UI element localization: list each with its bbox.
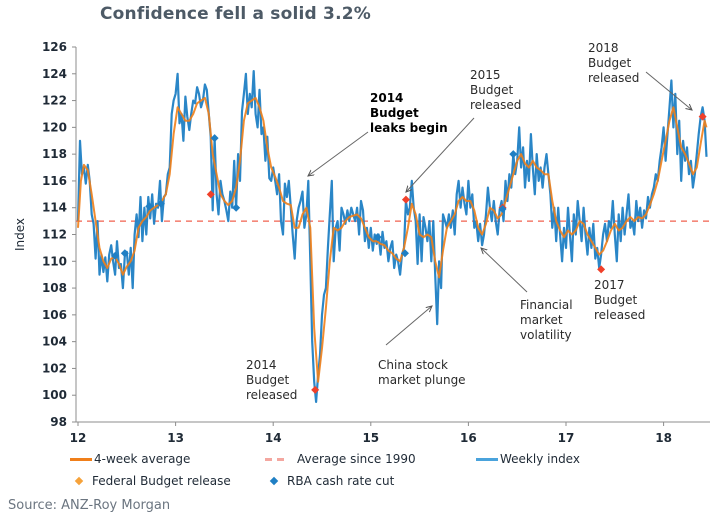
y-tick-label: 98 bbox=[50, 415, 67, 429]
annotation-text: 2018 bbox=[588, 41, 619, 55]
y-tick-label: 110 bbox=[42, 254, 67, 268]
annotation-text: released bbox=[470, 98, 521, 112]
annotation-text: Financial bbox=[520, 298, 573, 312]
y-tick-label: 120 bbox=[42, 120, 67, 134]
legend-item-average-since-1990: Average since 1990 bbox=[265, 452, 416, 466]
annotation-text: market plunge bbox=[378, 373, 466, 387]
legend-label: Average since 1990 bbox=[297, 452, 416, 466]
y-tick-label: 116 bbox=[42, 174, 67, 188]
annotation-text: China stock bbox=[378, 358, 448, 372]
x-tick-label: 12 bbox=[70, 431, 87, 445]
marker-rba-cash-rate-cut bbox=[509, 150, 518, 159]
annotation-text: released bbox=[594, 308, 645, 322]
y-tick-label: 100 bbox=[42, 388, 67, 402]
y-tick-label: 126 bbox=[42, 40, 67, 54]
marker-federal-budget-release bbox=[698, 112, 707, 121]
series-group bbox=[76, 69, 708, 403]
annotation-text: market bbox=[520, 313, 563, 327]
legend-label: Federal Budget release bbox=[92, 474, 231, 488]
chart-title: Confidence fell a solid 3.2% bbox=[100, 4, 371, 24]
y-tick-label: 124 bbox=[42, 67, 67, 81]
annotation-text: Budget bbox=[370, 106, 419, 120]
annotation-text: Budget bbox=[470, 83, 513, 97]
marker-federal-budget-release bbox=[597, 265, 606, 274]
annotation-text: 2014 bbox=[246, 358, 277, 372]
annotation-text: released bbox=[246, 388, 297, 402]
x-tick-label: 18 bbox=[655, 431, 672, 445]
legend-item-weekly-index: Weekly index bbox=[476, 452, 580, 466]
annotation-text: Budget bbox=[594, 293, 637, 307]
x-tick-label: 15 bbox=[362, 431, 379, 445]
x-tick-label: 14 bbox=[265, 431, 282, 445]
annotation-arrow bbox=[406, 117, 475, 192]
marker-rba-cash-rate-cut bbox=[145, 202, 154, 211]
legend-item-federal-budget-release: Federal Budget release bbox=[70, 474, 231, 488]
source-note: Source: ANZ-Roy Morgan bbox=[8, 498, 171, 513]
y-tick-label: 106 bbox=[42, 308, 67, 322]
y-axis-title: Index bbox=[13, 218, 27, 251]
marker-rba-cash-rate-cut bbox=[400, 249, 409, 258]
y-tick-label: 102 bbox=[42, 361, 67, 375]
marker-federal-budget-release bbox=[206, 190, 215, 199]
annotation-text: released bbox=[588, 71, 639, 85]
legend-item-rba-cash-rate-cut: RBA cash rate cut bbox=[265, 474, 394, 488]
annotation-arrow bbox=[385, 306, 432, 346]
legend-label: Weekly index bbox=[500, 452, 580, 466]
diamond-icon bbox=[269, 476, 279, 486]
annotation-arrow bbox=[308, 131, 369, 176]
y-tick-label: 122 bbox=[42, 94, 67, 108]
y-tick-label: 104 bbox=[42, 335, 67, 349]
annotation-text: leaks begin bbox=[370, 121, 448, 135]
marker-rba-cash-rate-cut bbox=[156, 199, 165, 208]
legend-label: 4-week average bbox=[94, 452, 191, 466]
marker-rba-cash-rate-cut bbox=[498, 205, 507, 214]
legend-label: RBA cash rate cut bbox=[287, 474, 395, 488]
y-tick-label: 108 bbox=[42, 281, 67, 295]
marker-rba-cash-rate-cut bbox=[120, 249, 129, 258]
legend-swatch-line bbox=[476, 457, 498, 461]
annotation-text: 2017 bbox=[594, 278, 625, 292]
marker-federal-budget-release bbox=[311, 385, 320, 394]
annotation-arrow bbox=[645, 71, 692, 110]
marker-rba-cash-rate-cut bbox=[111, 251, 120, 260]
annotation-text: Budget bbox=[246, 373, 289, 387]
markers-group bbox=[111, 112, 707, 394]
annotation-text: volatility bbox=[520, 328, 572, 342]
series-line-weekly-index bbox=[76, 69, 708, 403]
x-tick-label: 13 bbox=[167, 431, 184, 445]
legend-swatch-line bbox=[70, 457, 92, 461]
annotation-text: 2015 bbox=[470, 68, 501, 82]
y-tick-label: 118 bbox=[42, 147, 67, 161]
marker-rba-cash-rate-cut bbox=[373, 233, 382, 242]
y-tick-label: 114 bbox=[42, 201, 67, 215]
axes: 98 100 102 104 106 108 110 112 114 116 118 120 122 12… bbox=[13, 40, 710, 445]
legend-item-4-week-average: 4-week average bbox=[70, 452, 190, 466]
y-tick-label: 112 bbox=[42, 228, 67, 242]
x-tick-label: 16 bbox=[460, 431, 477, 445]
annotation-text: 2014 bbox=[370, 91, 403, 105]
legend-swatch-dash bbox=[265, 457, 289, 461]
diamond-icon bbox=[74, 476, 84, 486]
annotation-arrow bbox=[481, 248, 528, 293]
annotation-text: Budget bbox=[588, 56, 631, 70]
marker-federal-budget-release bbox=[401, 195, 410, 204]
series-line-4-week-average bbox=[77, 96, 708, 383]
marker-rba-cash-rate-cut bbox=[232, 203, 241, 212]
x-tick-label: 17 bbox=[558, 431, 575, 445]
marker-rba-cash-rate-cut bbox=[210, 134, 219, 143]
